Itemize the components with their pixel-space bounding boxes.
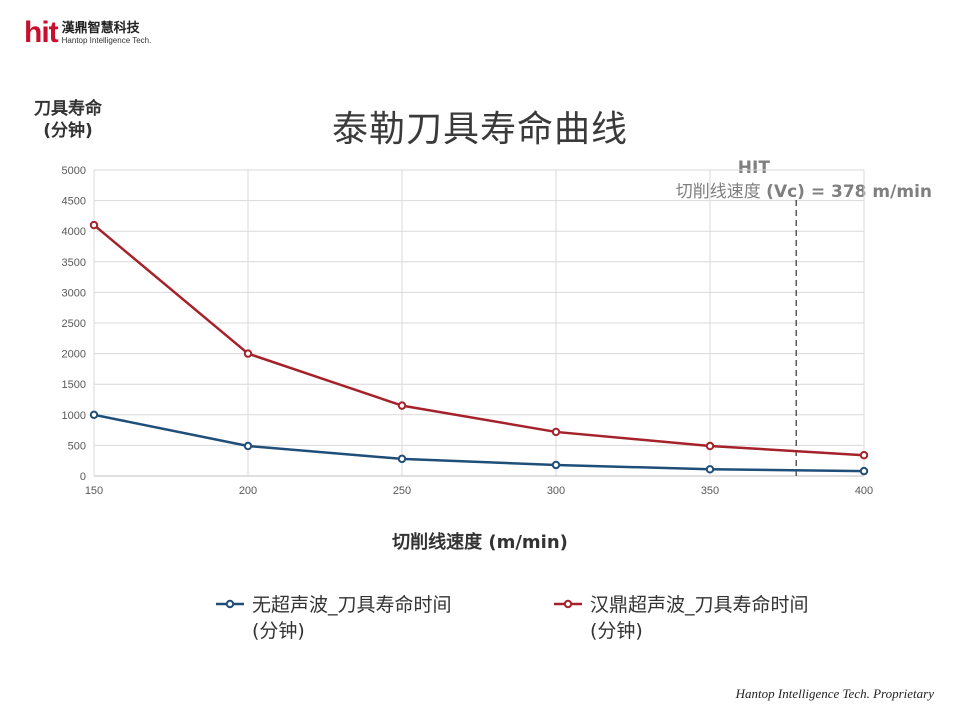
- x-tick-label: 350: [701, 485, 719, 497]
- series-1-point: [859, 466, 869, 476]
- annotation-line2-en: (Vc) = 378 m/min: [766, 182, 932, 202]
- reference-annotation: HIT 切削线速度 (Vc) = 378 m/min: [676, 156, 932, 204]
- logo-name-cn: 漢鼎智慧科技: [61, 20, 140, 36]
- chart-title: 泰勒刀具寿命曲线: [331, 109, 628, 150]
- legend-item-1: 无超声波_刀具寿命时间 (分钟): [214, 592, 452, 644]
- x-axis-title: 切削线速度 (m/min): [392, 532, 568, 553]
- x-tick-label: 250: [393, 485, 411, 497]
- legend-item-2: 汉鼎超声波_刀具寿命时间 (分钟): [552, 592, 809, 644]
- series-2-point: [705, 441, 715, 451]
- x-tick-label: 150: [85, 485, 103, 497]
- y-tick-label: 0: [80, 471, 86, 483]
- footer-proprietary: Hantop Intelligence Tech. Proprietary: [735, 686, 934, 701]
- series-2-point: [859, 450, 869, 460]
- y-tick-label: 2500: [62, 318, 86, 330]
- series-2-point: [397, 401, 407, 410]
- y-tick-label: 3500: [62, 257, 86, 269]
- logo-name-en: Hantop Intelligence Tech.: [61, 35, 152, 45]
- legend-swatch-marker: [563, 599, 573, 609]
- series-line-2: [93, 224, 865, 457]
- series-2-point: [243, 349, 253, 358]
- annotation-line2: 切削线速度 (Vc) = 378 m/min: [676, 180, 932, 204]
- y-axis-title-line2: (分钟): [43, 121, 93, 141]
- annotation-line1: HIT: [737, 158, 770, 178]
- series-line-1: [93, 413, 865, 473]
- series-1-point: [705, 465, 715, 474]
- brand-logo: hit 漢鼎智慧科技 Hantop Intelligence Tech.: [24, 18, 151, 48]
- y-tick-label: 4000: [62, 226, 86, 238]
- y-tick-label: 4500: [62, 196, 86, 208]
- legend-label-1: 无超声波_刀具寿命时间 (分钟): [252, 594, 452, 642]
- y-axis-title-line1: 刀具寿命: [34, 99, 102, 119]
- x-tick-label: 400: [855, 485, 873, 497]
- series-1-point: [551, 460, 561, 470]
- y-tick-label: 1000: [62, 410, 86, 422]
- series-2-point: [551, 427, 561, 437]
- y-tick-label: 2000: [62, 349, 86, 361]
- series-1-point: [243, 441, 253, 451]
- x-tick-label: 300: [547, 485, 565, 497]
- y-tick-label: 5000: [62, 165, 86, 177]
- legend-swatch-marker: [225, 599, 235, 609]
- annotation-line2-cn: 切削线速度: [675, 182, 767, 202]
- series-1-point: [397, 454, 407, 464]
- legend-swatch-1: [216, 599, 244, 609]
- y-axis-title: 刀具寿命 (分钟): [28, 98, 108, 142]
- y-tick-label: 1500: [62, 379, 86, 391]
- x-tick-label: 200: [239, 485, 257, 497]
- logo-mark: hit: [24, 16, 59, 49]
- y-tick-label: 500: [68, 440, 86, 452]
- series-1-point: [89, 410, 99, 419]
- y-tick-label: 3000: [62, 287, 86, 299]
- logo-text: 漢鼎智慧科技 Hantop Intelligence Tech.: [62, 22, 152, 45]
- legend-label-2: 汉鼎超声波_刀具寿命时间 (分钟): [590, 594, 809, 642]
- legend-swatch-2: [554, 599, 582, 609]
- series-2-point: [89, 220, 99, 230]
